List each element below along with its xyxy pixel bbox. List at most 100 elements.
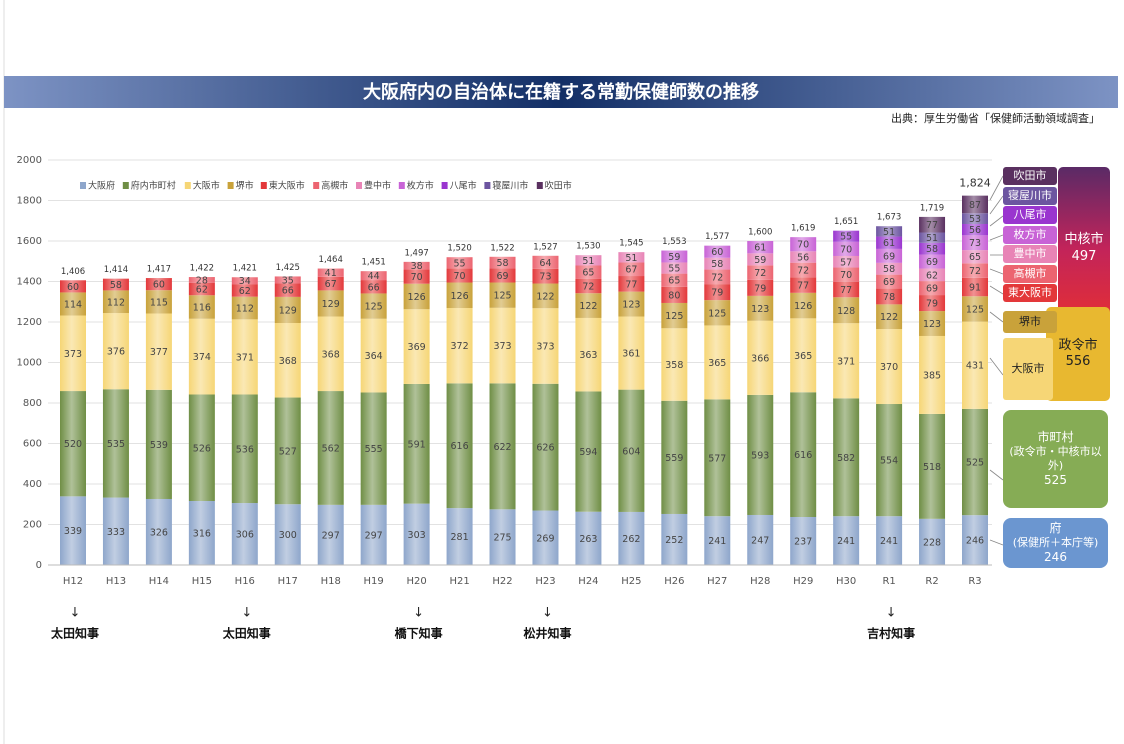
bar-segment (231, 296, 258, 320)
bar-segment (704, 284, 731, 301)
value-label: 241 (708, 536, 726, 547)
leader-lines (989, 175, 1004, 546)
value-label: 281 (451, 532, 469, 543)
bar-segment (833, 241, 860, 256)
value-label: 316 (193, 529, 211, 540)
legend-label: 八尾市 (450, 180, 477, 192)
y-tick-label: 1800 (17, 196, 42, 207)
bar-segment (532, 383, 559, 511)
value-label: 363 (579, 350, 597, 361)
value-label: 622 (493, 442, 511, 453)
arrow: ↓ (413, 606, 424, 621)
bar-segment (919, 295, 946, 312)
leader (989, 311, 1004, 323)
value-label: 365 (794, 351, 812, 362)
leader (989, 357, 1004, 376)
x-tick-label: H16 (235, 576, 255, 587)
bar-segment (790, 251, 817, 263)
legend-label: 府内市町村 (131, 180, 176, 192)
value-label: 67 (625, 265, 637, 276)
bar-segment (403, 283, 430, 310)
bar-segment (231, 284, 258, 297)
value-label: 64 (539, 258, 551, 269)
bar-segment (274, 276, 301, 284)
y-tick-label: 0 (36, 560, 42, 571)
governor-label: 太田知事 (51, 626, 99, 641)
bar-segment (403, 503, 430, 565)
city-box: 豊中市 (1003, 245, 1057, 263)
value-label: 65 (668, 276, 680, 287)
x-tick-label: H30 (836, 576, 856, 587)
bar-segment (876, 248, 903, 263)
bar-segment (962, 223, 988, 236)
value-label: 431 (966, 361, 984, 372)
bar-segment (661, 513, 688, 565)
bar-segment (532, 510, 559, 565)
bar-segment (962, 321, 988, 409)
group-label: 府 (1049, 521, 1062, 536)
value-label: 385 (923, 370, 941, 381)
leader (989, 469, 1004, 481)
bar-segment (489, 282, 516, 308)
bar-segment (962, 235, 988, 251)
legend-swatch (484, 182, 491, 189)
bar-segment (747, 295, 774, 321)
value-label: 62 (239, 286, 251, 297)
value-label: 535 (107, 439, 125, 450)
value-label: 77 (840, 285, 852, 296)
value-label: 70 (840, 244, 852, 255)
bar-segment (102, 389, 129, 498)
bar-segment (919, 232, 946, 243)
group-value: 556 (1065, 354, 1091, 369)
value-label: 339 (64, 526, 82, 537)
value-label: 364 (365, 351, 383, 362)
value-label: 59 (754, 255, 766, 266)
value-label: 527 (279, 446, 297, 457)
value-label: 562 (322, 443, 340, 454)
value-label: 57 (840, 257, 852, 268)
value-label: 69 (883, 251, 895, 262)
bar-segment (919, 413, 946, 519)
value-label: 129 (322, 299, 340, 310)
value-label: 554 (880, 456, 898, 467)
bar-segment (747, 253, 774, 266)
legend-swatch (227, 182, 234, 189)
value-label: 72 (754, 268, 766, 279)
bar-segment (274, 397, 301, 505)
value-label: 116 (193, 303, 211, 314)
value-label: 122 (536, 291, 554, 302)
bar-segment (60, 280, 86, 293)
leader (989, 234, 1004, 241)
value-label: 66 (368, 282, 380, 293)
title: 大阪府内の自治体に在籍する常勤保健師数の推移 (363, 81, 759, 103)
value-label: 373 (493, 341, 511, 352)
x-tick-label: H29 (793, 576, 813, 587)
x-tick-label: H13 (106, 576, 126, 587)
bar-segment (962, 195, 988, 214)
bar-segment (60, 496, 86, 565)
bar-segment (747, 265, 774, 280)
bar-segment (575, 278, 602, 294)
legend-label: 豊中市 (364, 180, 391, 192)
bar-segment (60, 315, 86, 392)
bar-segment (532, 308, 559, 384)
value-label: 555 (365, 444, 383, 455)
value-label: 60 (711, 247, 723, 258)
city-box: 大阪市 (1003, 338, 1053, 400)
value-label: 78 (883, 292, 895, 303)
value-label: 559 (665, 453, 683, 464)
value-label: 73 (539, 272, 551, 283)
bar-segment (575, 265, 602, 279)
legend-swatch (441, 182, 448, 189)
y-tick-label: 2000 (17, 155, 42, 166)
bar-segment (790, 262, 817, 278)
value-label: 58 (883, 264, 895, 275)
leader (989, 195, 1004, 215)
bar-segment (833, 398, 860, 517)
bar-segment (145, 313, 172, 390)
bar-segment (102, 278, 129, 291)
value-label: 297 (365, 530, 383, 541)
bar-segment (962, 250, 988, 264)
x-tick-label: H23 (535, 576, 555, 587)
legend-swatch (80, 182, 86, 189)
